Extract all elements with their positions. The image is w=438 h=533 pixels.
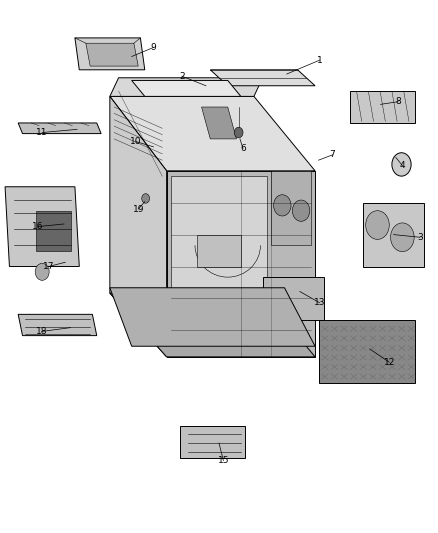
Text: 10: 10 [130,137,142,146]
Polygon shape [350,91,416,123]
Polygon shape [110,96,166,357]
Polygon shape [132,80,241,96]
Text: 16: 16 [32,222,43,231]
Polygon shape [210,70,315,86]
Polygon shape [110,96,315,171]
Text: 6: 6 [240,144,246,153]
Circle shape [392,153,411,176]
Text: 11: 11 [36,128,48,137]
Text: 3: 3 [417,233,423,242]
Text: 15: 15 [218,456,229,465]
Polygon shape [110,293,315,357]
Text: 19: 19 [132,205,144,214]
Text: 1: 1 [317,56,322,64]
Polygon shape [18,314,97,336]
Circle shape [35,263,49,280]
Polygon shape [5,187,79,266]
Polygon shape [75,38,145,70]
Text: 9: 9 [151,43,156,52]
Circle shape [234,127,243,138]
Polygon shape [110,78,263,96]
Circle shape [292,200,310,221]
Polygon shape [166,171,315,357]
Text: 7: 7 [330,150,336,159]
Text: 13: 13 [314,298,325,307]
Polygon shape [201,107,237,139]
Text: 2: 2 [179,71,185,80]
Circle shape [142,193,150,203]
Polygon shape [197,235,241,266]
Text: 4: 4 [399,161,405,170]
Text: 18: 18 [36,327,48,336]
Polygon shape [363,203,424,266]
Polygon shape [272,171,311,245]
Text: 12: 12 [384,358,395,367]
Polygon shape [86,43,138,66]
Circle shape [366,211,389,239]
Circle shape [391,223,414,252]
Polygon shape [180,426,245,458]
Polygon shape [110,288,315,346]
Polygon shape [319,320,416,383]
Polygon shape [18,123,101,134]
Polygon shape [171,176,267,298]
Text: 8: 8 [395,97,401,106]
Text: 17: 17 [43,262,54,271]
Circle shape [274,195,291,216]
Polygon shape [263,277,324,320]
Polygon shape [35,211,71,251]
